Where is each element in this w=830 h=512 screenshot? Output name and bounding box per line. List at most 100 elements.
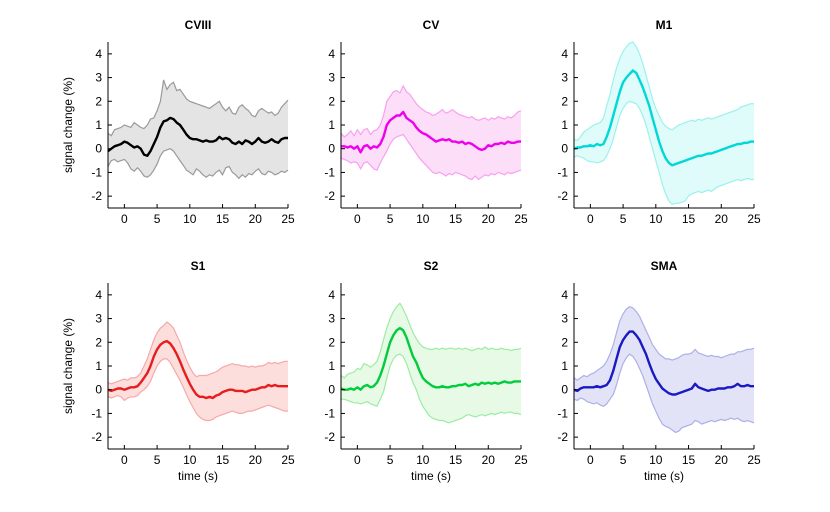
subplot-cviii: 0 5 10 15 20 25 -2 -1 0 1 2 3 4 CVIII signal change (%… — [61, 18, 295, 226]
y-tick-label: 3 — [561, 312, 568, 326]
y-tick-label: 2 — [328, 335, 335, 349]
x-tick-label: 25 — [747, 212, 761, 226]
x-tick-label: 10 — [649, 453, 663, 467]
x-tick-label: 0 — [354, 453, 361, 467]
y-tick-label: 1 — [328, 118, 335, 132]
subplot-s1: 0 5 10 15 20 25 -2 -1 0 1 2 3 4 S1 signal change (%) ti… — [61, 259, 295, 483]
band-lower-edge — [107, 148, 289, 180]
band-upper-edge — [107, 79, 289, 137]
x-tick-label: 20 — [715, 212, 729, 226]
x-tick-label: 5 — [387, 212, 394, 226]
x-tick-label: 25 — [747, 453, 761, 467]
band-lower-edge — [107, 358, 288, 422]
y-tick-label: -1 — [324, 406, 335, 420]
y-tick-label: 4 — [95, 47, 102, 61]
y-axis-label: signal change (%) — [61, 77, 75, 173]
y-tick-label: -1 — [324, 165, 335, 179]
y-tick-label: 2 — [328, 94, 335, 108]
y-tick-label: -1 — [91, 165, 102, 179]
y-tick-label: 3 — [95, 312, 102, 326]
x-tick-label: 5 — [154, 453, 161, 467]
mean-line — [107, 116, 288, 158]
x-tick-label: 0 — [587, 453, 594, 467]
subplot-title: M1 — [656, 18, 673, 32]
x-axis-label: time (s) — [644, 469, 684, 483]
x-tick-label: 10 — [416, 212, 430, 226]
band-upper-edge — [107, 321, 288, 385]
x-tick-label: 5 — [387, 453, 394, 467]
x-tick-label: 15 — [216, 212, 230, 226]
band-upper-edge — [573, 306, 755, 381]
y-tick-label: 0 — [328, 383, 335, 397]
y-tick-label: 3 — [328, 71, 335, 85]
x-tick-label: 20 — [249, 212, 263, 226]
y-tick-label: -2 — [557, 189, 568, 203]
subplot-title: CVIII — [185, 18, 212, 32]
y-tick-label: 4 — [95, 288, 102, 302]
x-tick-label: 0 — [121, 453, 128, 467]
x-tick-label: 10 — [416, 453, 430, 467]
y-tick-label: 0 — [95, 383, 102, 397]
y-tick-label: 2 — [95, 335, 102, 349]
confidence-band — [108, 79, 288, 179]
x-axis-label: time (s) — [411, 469, 451, 483]
mean-line — [573, 330, 754, 396]
x-tick-label: 15 — [682, 453, 696, 467]
y-tick-label: 0 — [561, 142, 568, 156]
subplot-sma: 0 5 10 15 20 25 -2 -1 0 1 2 3 4 SMA time (s) — [557, 259, 761, 483]
y-tick-label: 1 — [95, 118, 102, 132]
x-tick-label: 0 — [121, 212, 128, 226]
y-tick-label: 4 — [328, 47, 335, 61]
x-tick-label: 10 — [649, 212, 663, 226]
x-tick-label: 15 — [682, 212, 696, 226]
band-lower-edge — [573, 353, 755, 434]
confidence-band — [108, 322, 288, 421]
y-tick-label: 3 — [95, 71, 102, 85]
y-tick-label: 1 — [561, 118, 568, 132]
y-tick-label: 2 — [561, 335, 568, 349]
band-lower-edge — [573, 100, 754, 206]
y-tick-label: -2 — [91, 189, 102, 203]
x-tick-label: 25 — [514, 453, 528, 467]
mean-line — [107, 339, 288, 400]
subplot-title: S2 — [424, 259, 439, 273]
band-upper-edge — [573, 41, 754, 142]
x-tick-label: 5 — [620, 453, 627, 467]
x-tick-label: 5 — [620, 212, 627, 226]
x-tick-label: 15 — [216, 453, 230, 467]
y-tick-label: 1 — [561, 359, 568, 373]
y-tick-label: 4 — [561, 47, 568, 61]
x-tick-label: 0 — [354, 212, 361, 226]
x-tick-label: 20 — [482, 453, 496, 467]
band-lower-edge — [341, 353, 522, 424]
y-tick-label: 2 — [95, 94, 102, 108]
band-upper-edge — [340, 84, 522, 138]
confidence-band — [341, 303, 521, 423]
y-tick-label: -2 — [91, 430, 102, 444]
y-tick-label: 1 — [95, 359, 102, 373]
y-tick-label: 0 — [328, 142, 335, 156]
confidence-band — [341, 85, 521, 180]
x-tick-label: 20 — [715, 453, 729, 467]
confidence-band — [574, 42, 754, 205]
x-tick-label: 25 — [281, 212, 295, 226]
x-tick-label: 20 — [482, 212, 496, 226]
subplot-title: S1 — [191, 259, 206, 273]
x-tick-label: 15 — [449, 212, 463, 226]
x-tick-label: 20 — [249, 453, 263, 467]
subplot-m1: 0 5 10 15 20 25 -2 -1 0 1 2 3 4 M1 — [557, 18, 761, 226]
y-tick-label: -1 — [91, 406, 102, 420]
mean-line — [573, 69, 754, 167]
y-tick-label: 4 — [561, 288, 568, 302]
x-tick-label: 25 — [514, 212, 528, 226]
subplot-title: CV — [423, 18, 440, 32]
subplot-title: SMA — [651, 259, 678, 273]
mean-line — [341, 110, 521, 154]
y-tick-label: 0 — [561, 383, 568, 397]
confidence-band — [574, 306, 754, 433]
band-lower-edge — [340, 133, 522, 181]
y-tick-label: 3 — [328, 312, 335, 326]
y-tick-label: 3 — [561, 71, 568, 85]
